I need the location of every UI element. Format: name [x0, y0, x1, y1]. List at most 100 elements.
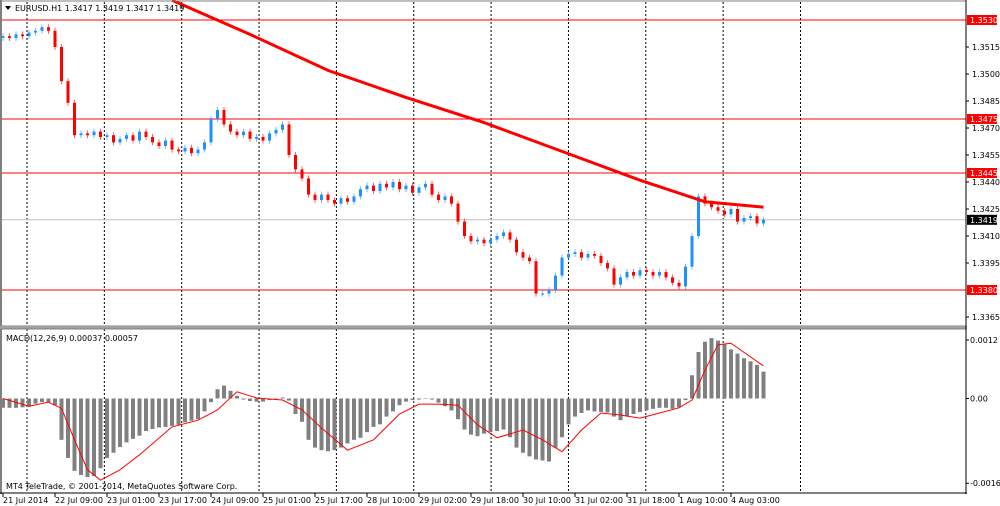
macd-histogram-bar — [202, 398, 207, 412]
candle-bear — [632, 272, 635, 276]
macd-histogram-bar — [644, 398, 649, 411]
macd-histogram-bar — [170, 398, 174, 426]
macd-histogram-bar — [85, 398, 90, 478]
macd-histogram-bar — [579, 398, 584, 413]
time-tick-label: 25 Jul 01:00 — [263, 496, 311, 505]
price-tick-label: 1.3455 — [972, 151, 1000, 160]
horizontal-levels — [2, 19, 966, 291]
candles — [1, 24, 765, 297]
macd-histogram-bar — [456, 398, 460, 420]
candle-bull — [183, 147, 187, 152]
macd-histogram-bar — [118, 398, 122, 448]
price-tick-label: 1.3425 — [972, 205, 1000, 214]
macd-histogram-bar — [20, 398, 25, 408]
macd-histogram-bar — [287, 398, 291, 401]
macd-histogram-bar — [378, 398, 382, 425]
candle-bear — [463, 221, 466, 236]
macd-histogram-bar — [345, 398, 350, 444]
candle-bull — [742, 218, 746, 222]
price-tick-label: 1.3395 — [972, 259, 1000, 268]
candle-bear — [372, 185, 375, 191]
candle-bull — [619, 277, 622, 285]
macd-histogram-bar — [46, 398, 51, 403]
macd-histogram-bar — [553, 398, 558, 448]
macd-histogram-bar — [183, 398, 187, 423]
candle-bull — [502, 232, 505, 236]
macd-histogram-bar — [176, 398, 181, 425]
macd-histogram-bar — [235, 395, 239, 399]
candle-bear — [8, 36, 11, 38]
macd-histogram-bar — [443, 398, 447, 407]
candle-bear — [755, 216, 759, 224]
candle-bear — [53, 30, 57, 47]
candle-bear — [112, 135, 115, 143]
candle-bull — [541, 293, 544, 295]
macd-tick-label: 0.00 — [970, 395, 988, 404]
candle-bull — [125, 135, 128, 139]
candle-bear — [411, 185, 414, 193]
candle-bear — [131, 135, 135, 141]
candle-bear — [385, 183, 388, 188]
price-level-label: 1.3380 — [970, 286, 998, 295]
candle-bull — [242, 131, 245, 136]
macd-histogram-bar — [677, 398, 681, 408]
candle-bull — [320, 194, 323, 200]
candle-bear — [326, 194, 330, 200]
macd-histogram-bar — [40, 398, 44, 403]
candle-bear — [177, 149, 180, 152]
macd-histogram-bar — [189, 398, 194, 421]
macd-histogram-bar — [612, 398, 616, 417]
candle-bull — [443, 196, 447, 200]
price-tick-label: 1.3440 — [972, 178, 1000, 187]
macd-histogram-bar — [501, 398, 506, 430]
macd-histogram-bar — [631, 398, 636, 415]
macd-histogram-bar — [131, 398, 135, 439]
macd-label: MACD(12,26,9) 0.00037 0.00057 — [6, 334, 138, 343]
dropdown-triangle-icon[interactable] — [5, 6, 11, 10]
macd-histogram-bar — [332, 398, 337, 451]
macd-histogram-bar — [729, 349, 733, 399]
candle-bear — [677, 282, 681, 287]
candle-bear — [170, 140, 174, 150]
candle-bull — [40, 27, 44, 31]
macd-histogram-bar — [488, 398, 493, 433]
candle-bull — [560, 257, 564, 276]
time-tick-label: 29 Jul 02:00 — [419, 496, 467, 505]
candle-bear — [99, 131, 102, 137]
candle-bear — [21, 34, 24, 37]
panel-separator[interactable] — [0, 326, 967, 329]
macd-histogram-bar — [475, 398, 480, 437]
macd-histogram-bar — [742, 358, 746, 399]
macd-histogram-bar — [384, 398, 389, 417]
candle-bull — [762, 219, 765, 224]
candle-bear — [593, 254, 596, 256]
candle-bear — [229, 124, 232, 132]
macd-histogram-bar — [326, 398, 330, 452]
price-tick-label: 1.3485 — [972, 97, 1000, 106]
macd-histogram-bar — [508, 398, 512, 438]
candle-bear — [580, 252, 583, 258]
candle-bull — [138, 131, 141, 141]
price-level-badge — [967, 285, 997, 295]
macd-histogram-bar — [105, 398, 109, 458]
macd-histogram-bar — [586, 398, 590, 411]
macd-histogram-bar — [365, 398, 369, 433]
macd-histogram-bar — [53, 398, 57, 406]
candle-bear — [515, 239, 518, 253]
macd-histogram-bar — [514, 398, 519, 448]
macd-histogram-bar — [280, 397, 285, 399]
time-tick-label: 28 Jul 10:00 — [367, 496, 415, 505]
macd-histogram-bar — [397, 398, 402, 406]
macd-tick-label: 0.0012 — [970, 336, 998, 345]
candle-bear — [190, 147, 193, 154]
macd-histogram-bar — [404, 398, 408, 402]
candle-bull — [1, 36, 5, 38]
macd-histogram-bar — [417, 398, 421, 400]
time-tick-label: 29 Jul 18:00 — [471, 496, 519, 505]
macd-histogram-bar — [599, 398, 603, 412]
candle-bull — [495, 236, 499, 240]
bid-price-label: 1.3419 — [970, 216, 998, 225]
candle-bull — [339, 198, 343, 204]
price-axis: 1.3530 1.3475 1.3445 1.3380 1.3419 1.3515 1.35… — [966, 15, 1000, 322]
